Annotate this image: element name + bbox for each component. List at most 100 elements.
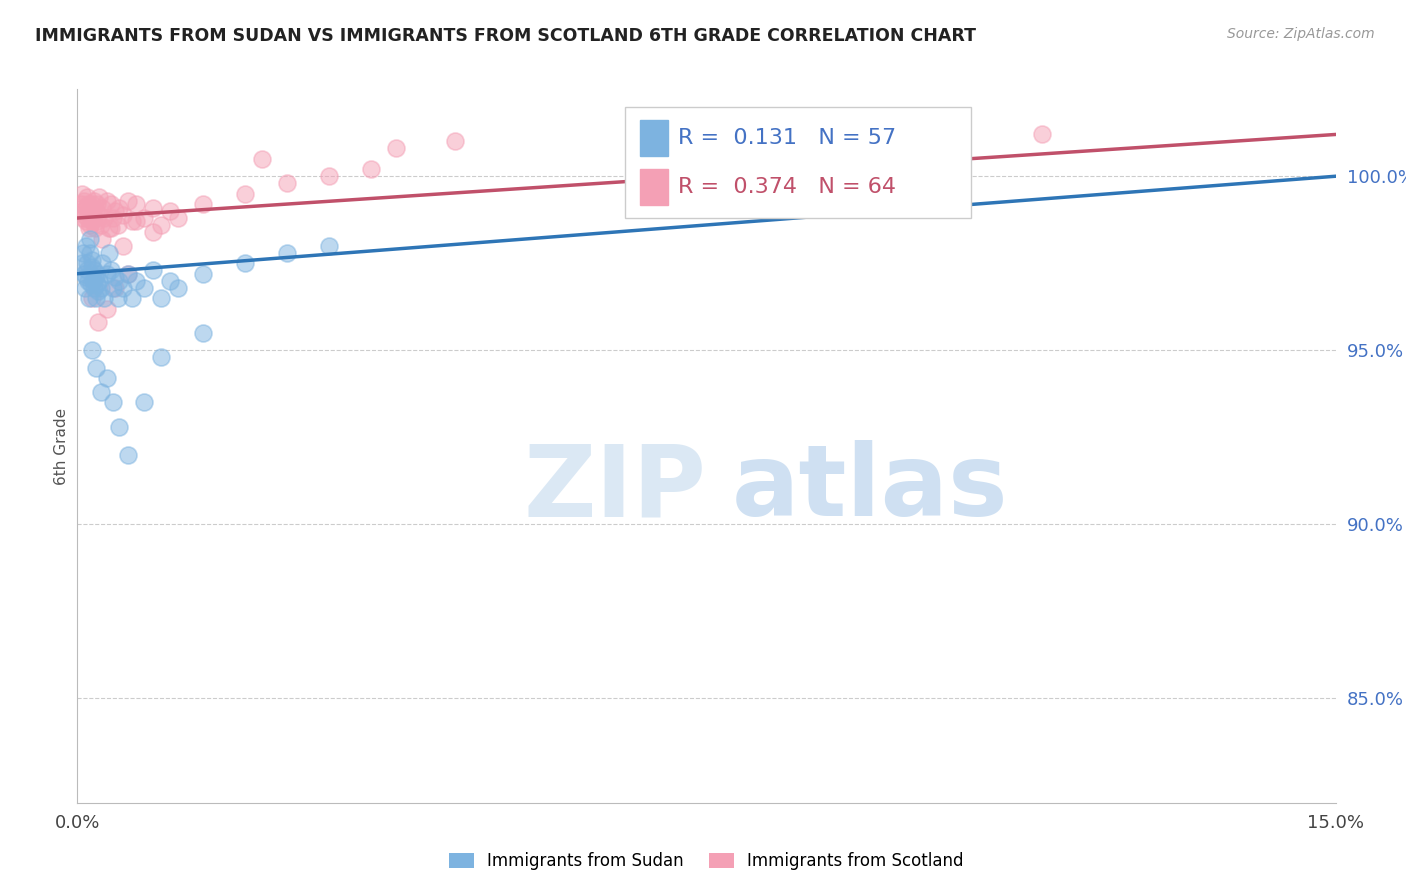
Point <box>191 326 215 340</box>
Point <box>276 176 298 190</box>
Point <box>86 197 108 211</box>
Text: IMMIGRANTS FROM SUDAN VS IMMIGRANTS FROM SCOTLAND 6TH GRADE CORRELATION CHART: IMMIGRANTS FROM SUDAN VS IMMIGRANTS FROM… <box>35 27 976 45</box>
Point <box>112 239 135 253</box>
Point <box>318 169 340 184</box>
Point <box>1031 128 1053 142</box>
Point <box>142 201 165 215</box>
Point <box>100 221 122 235</box>
Point <box>121 214 143 228</box>
Point <box>87 207 110 221</box>
Text: atlas: atlas <box>731 441 1008 537</box>
Point <box>76 211 98 225</box>
Point <box>75 201 97 215</box>
Point <box>134 280 156 294</box>
Point <box>77 291 100 305</box>
Point <box>82 201 104 215</box>
Point <box>73 280 96 294</box>
Point <box>87 284 110 298</box>
Text: ZIP: ZIP <box>523 441 707 537</box>
Point <box>90 385 112 400</box>
Point <box>82 291 104 305</box>
Point <box>84 270 107 285</box>
Point <box>90 280 112 294</box>
Point <box>96 371 118 385</box>
Point <box>150 218 173 232</box>
Point <box>125 214 148 228</box>
Point <box>104 204 127 219</box>
Point <box>101 211 124 225</box>
Point <box>96 267 118 281</box>
Point <box>77 221 100 235</box>
Point <box>108 420 131 434</box>
Point <box>79 218 101 232</box>
Point <box>444 135 467 149</box>
FancyBboxPatch shape <box>624 107 970 218</box>
Point <box>84 291 107 305</box>
Point <box>159 274 181 288</box>
Point <box>82 214 104 228</box>
Point <box>83 263 105 277</box>
Point <box>83 280 105 294</box>
Text: R =  0.131   N = 57: R = 0.131 N = 57 <box>678 128 896 148</box>
Point <box>75 239 97 253</box>
Point <box>117 194 139 208</box>
Point <box>117 448 139 462</box>
Point <box>112 280 135 294</box>
Point <box>86 277 108 292</box>
Point <box>83 211 105 225</box>
Point <box>80 260 103 274</box>
Point <box>101 280 124 294</box>
Point <box>191 267 215 281</box>
Point <box>73 207 96 221</box>
Point <box>79 245 101 260</box>
Point <box>108 201 131 215</box>
Point <box>89 190 111 204</box>
Text: Source: ZipAtlas.com: Source: ZipAtlas.com <box>1227 27 1375 41</box>
FancyBboxPatch shape <box>640 120 668 156</box>
Point <box>96 194 118 208</box>
Y-axis label: 6th Grade: 6th Grade <box>53 408 69 484</box>
Point <box>104 280 127 294</box>
Point <box>100 197 122 211</box>
Point <box>167 211 190 225</box>
Point <box>101 395 124 409</box>
Point <box>69 197 91 211</box>
Point <box>117 267 139 281</box>
Point <box>93 291 115 305</box>
Point <box>250 152 273 166</box>
Point <box>84 221 107 235</box>
Point <box>125 197 148 211</box>
Point <box>80 197 103 211</box>
Point <box>318 239 340 253</box>
Point <box>93 211 115 225</box>
Point <box>70 186 93 201</box>
Point <box>72 245 94 260</box>
Point <box>134 211 156 225</box>
Point <box>84 360 107 375</box>
Point <box>82 274 104 288</box>
Point <box>73 267 96 281</box>
Point <box>91 232 114 246</box>
Point <box>90 218 112 232</box>
Point <box>82 343 104 358</box>
Point <box>107 291 129 305</box>
Point <box>108 274 131 288</box>
Point <box>107 218 129 232</box>
Point <box>86 214 108 228</box>
Point <box>72 211 94 225</box>
Point <box>167 280 190 294</box>
Point <box>72 204 94 219</box>
Point <box>104 270 127 285</box>
Point <box>91 256 114 270</box>
Point <box>73 194 96 208</box>
Point <box>82 252 104 267</box>
Point <box>76 263 98 277</box>
Point <box>77 197 100 211</box>
Text: R =  0.374   N = 64: R = 0.374 N = 64 <box>678 177 896 196</box>
Point <box>96 301 118 316</box>
Point <box>76 190 98 204</box>
Point <box>89 274 111 288</box>
Point <box>134 395 156 409</box>
Point <box>233 186 256 201</box>
Point <box>125 274 148 288</box>
